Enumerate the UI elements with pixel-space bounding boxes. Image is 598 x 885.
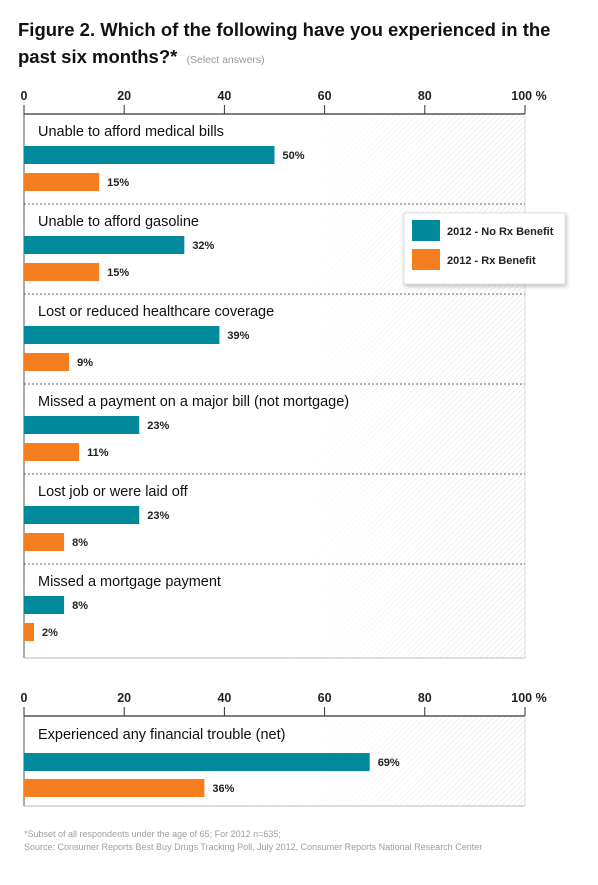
data-label: 50%: [283, 150, 305, 162]
bar-rx-benefit: [24, 263, 100, 281]
x-tick-label: 40: [217, 691, 231, 705]
data-label: 39%: [227, 330, 249, 342]
chart-panel-1: [23, 105, 526, 659]
data-label: 2%: [42, 627, 58, 639]
x-tick-label: 100 %: [511, 691, 546, 705]
legend-swatch: [412, 249, 440, 270]
x-tick-label: 0: [21, 691, 28, 705]
x-tick-label: 40: [217, 89, 231, 103]
chart-panel-2: [23, 707, 526, 807]
category-label: Missed a mortgage payment: [38, 574, 221, 590]
bar-rx-benefit: [24, 533, 65, 551]
data-label: 8%: [72, 537, 88, 549]
x-tick-label: 20: [117, 691, 131, 705]
data-label: 15%: [107, 177, 129, 189]
category-label: Experienced any financial trouble (net): [38, 727, 285, 743]
legend-label: 2012 - No Rx Benefit: [447, 226, 554, 238]
data-label: 9%: [77, 357, 93, 369]
bar-no-rx-benefit: [24, 596, 65, 614]
data-label: 15%: [107, 267, 129, 279]
legend-swatch: [412, 220, 440, 241]
bar-no-rx-benefit: [24, 753, 370, 771]
x-tick-label: 0: [21, 89, 28, 103]
data-label: 36%: [212, 783, 234, 795]
x-tick-label: 100 %: [511, 89, 546, 103]
bar-no-rx-benefit: [24, 506, 140, 524]
title-main: Figure 2. Which of the following have yo…: [18, 19, 551, 67]
data-label: 11%: [87, 447, 109, 459]
title-note: (Select answers): [186, 54, 265, 66]
bar-rx-benefit: [24, 173, 100, 191]
bar-no-rx-benefit: [24, 416, 140, 434]
footer-source: Source: Consumer Reports Best Buy Drugs …: [24, 842, 483, 852]
category-label: Unable to afford gasoline: [38, 214, 199, 230]
bar-rx-benefit: [24, 623, 35, 641]
legend: [403, 212, 566, 285]
x-tick-label: 80: [418, 89, 432, 103]
category-label: Lost job or were laid off: [38, 484, 189, 500]
bar-no-rx-benefit: [24, 326, 220, 344]
bar-no-rx-benefit: [24, 146, 275, 164]
data-label: 23%: [147, 510, 169, 522]
x-tick-label: 60: [318, 691, 332, 705]
category-label: Lost or reduced healthcare coverage: [38, 304, 274, 320]
bar-rx-benefit: [24, 353, 70, 371]
data-label: 8%: [72, 600, 88, 612]
bar-rx-benefit: [24, 443, 80, 461]
chart-title: Figure 2. Which of the following have yo…: [18, 16, 578, 74]
bar-no-rx-benefit: [24, 236, 185, 254]
legend-label: 2012 - Rx Benefit: [447, 255, 536, 267]
plot-background-fade: [24, 114, 525, 658]
data-label: 69%: [378, 757, 400, 769]
category-label: Missed a payment on a major bill (not mo…: [38, 394, 349, 410]
footer: *Subset of all respondents under the age…: [24, 828, 482, 854]
x-tick-label: 60: [318, 89, 332, 103]
category-label: Unable to afford medical bills: [38, 124, 224, 140]
footer-note: *Subset of all respondents under the age…: [24, 829, 281, 839]
x-tick-label: 80: [418, 691, 432, 705]
data-label: 32%: [192, 240, 214, 252]
x-tick-label: 20: [117, 89, 131, 103]
data-label: 23%: [147, 420, 169, 432]
bar-rx-benefit: [24, 779, 205, 797]
